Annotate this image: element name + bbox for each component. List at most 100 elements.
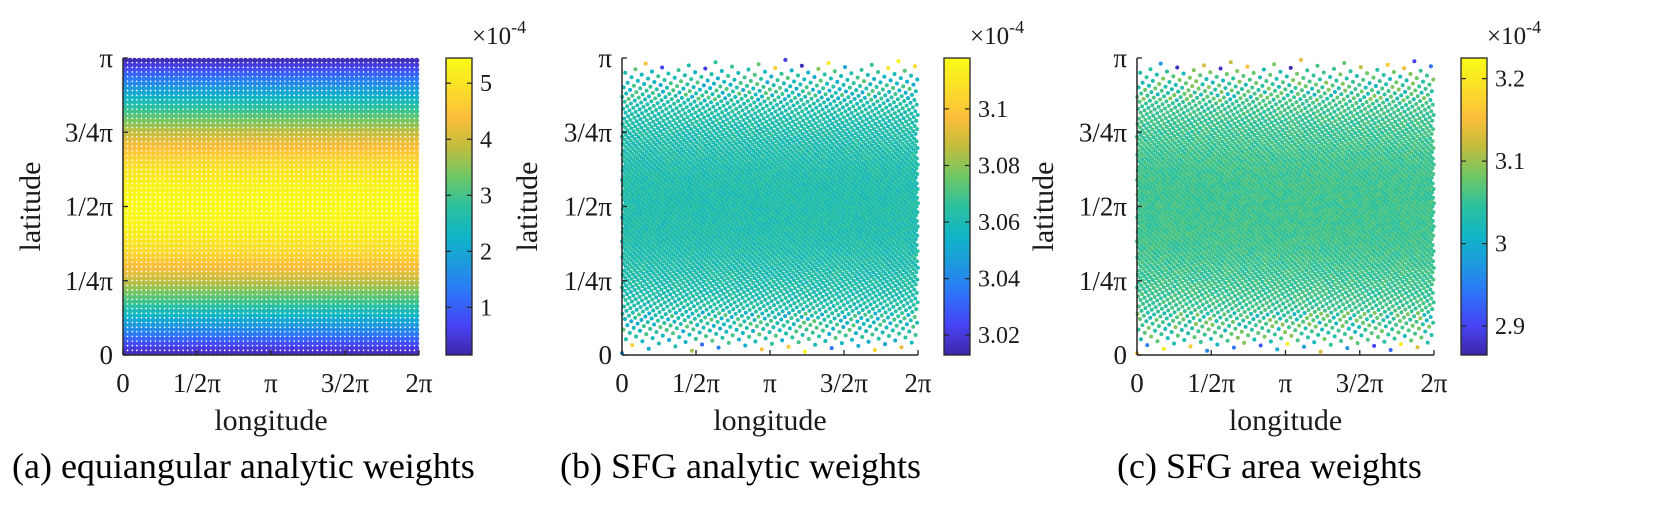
data-point	[377, 299, 383, 305]
data-point	[233, 247, 239, 254]
data-point	[344, 299, 350, 305]
data-point	[275, 85, 281, 91]
data-point	[256, 261, 263, 268]
data-point	[367, 118, 374, 124]
data-point	[229, 210, 235, 217]
data-point	[159, 122, 165, 128]
data-point	[381, 57, 387, 63]
data-point	[349, 340, 355, 346]
data-point	[210, 104, 216, 110]
data-point	[201, 271, 207, 277]
data-point	[136, 192, 142, 198]
data-point	[247, 80, 253, 87]
data-point	[871, 320, 876, 325]
data-point	[159, 220, 165, 226]
data-point	[150, 289, 156, 295]
data-point	[795, 276, 800, 281]
data-point	[711, 279, 716, 283]
data-point	[261, 127, 267, 133]
data-point	[340, 299, 346, 305]
data-point	[340, 317, 346, 323]
data-point	[284, 118, 290, 124]
data-point	[173, 266, 179, 272]
data-point	[870, 282, 875, 287]
data-point	[663, 285, 668, 290]
data-point	[736, 317, 741, 322]
data-point	[786, 284, 791, 289]
data-point	[131, 104, 138, 110]
data-point	[233, 122, 239, 128]
data-point	[247, 155, 253, 161]
data-point	[847, 294, 852, 299]
data-point	[316, 62, 323, 68]
data-point	[275, 159, 281, 166]
data-point	[168, 90, 175, 96]
data-point	[632, 287, 637, 292]
data-point	[270, 164, 276, 170]
data-point	[782, 302, 787, 307]
data-point	[298, 294, 304, 300]
data-point	[275, 261, 281, 268]
data-point	[629, 276, 634, 281]
data-point	[307, 183, 313, 189]
data-point	[187, 322, 193, 328]
data-point	[372, 308, 378, 314]
data-point	[136, 131, 142, 138]
data-point	[344, 164, 350, 170]
data-point	[833, 335, 838, 340]
data-point	[363, 234, 369, 240]
data-point	[215, 247, 221, 254]
data-point	[372, 178, 378, 184]
data-point	[750, 273, 755, 278]
data-point	[307, 159, 313, 166]
data-point	[814, 279, 819, 284]
data-point	[122, 57, 128, 63]
data-point	[363, 215, 369, 221]
data-point	[168, 285, 175, 291]
data-point	[205, 345, 212, 351]
data-point	[344, 257, 350, 263]
data-point	[242, 178, 249, 184]
data-point	[141, 266, 147, 272]
data-point	[303, 196, 309, 203]
data-point	[141, 90, 147, 96]
data-point	[182, 136, 189, 142]
data-point	[684, 292, 689, 297]
data-point	[219, 238, 226, 244]
data-point	[381, 71, 387, 77]
data-point	[340, 326, 346, 333]
data-point	[252, 118, 258, 124]
data-point	[801, 307, 806, 312]
data-point	[634, 334, 639, 339]
data-point	[215, 350, 221, 356]
data-point	[404, 178, 411, 184]
data-point	[775, 300, 780, 305]
data-point	[386, 322, 392, 328]
data-point	[164, 99, 170, 105]
data-point	[187, 187, 193, 193]
data-point	[414, 127, 420, 133]
data-point	[326, 210, 332, 217]
data-point	[289, 104, 295, 110]
data-point	[201, 317, 207, 323]
data-point	[636, 285, 641, 290]
data-point	[219, 164, 226, 170]
data-point	[335, 155, 341, 161]
data-point	[377, 192, 383, 198]
data-point	[674, 326, 679, 331]
data-point	[168, 113, 175, 119]
data-point	[284, 71, 290, 77]
data-point	[210, 169, 216, 175]
data-point	[414, 57, 420, 63]
data-point	[275, 178, 281, 184]
data-point	[400, 336, 406, 342]
data-point	[229, 122, 235, 128]
data-point	[307, 127, 313, 133]
data-point	[187, 336, 193, 342]
data-point	[836, 273, 841, 278]
data-point	[205, 280, 212, 286]
data-point	[312, 150, 318, 156]
data-point	[390, 155, 397, 161]
data-point	[238, 261, 244, 268]
data-point	[279, 85, 286, 91]
